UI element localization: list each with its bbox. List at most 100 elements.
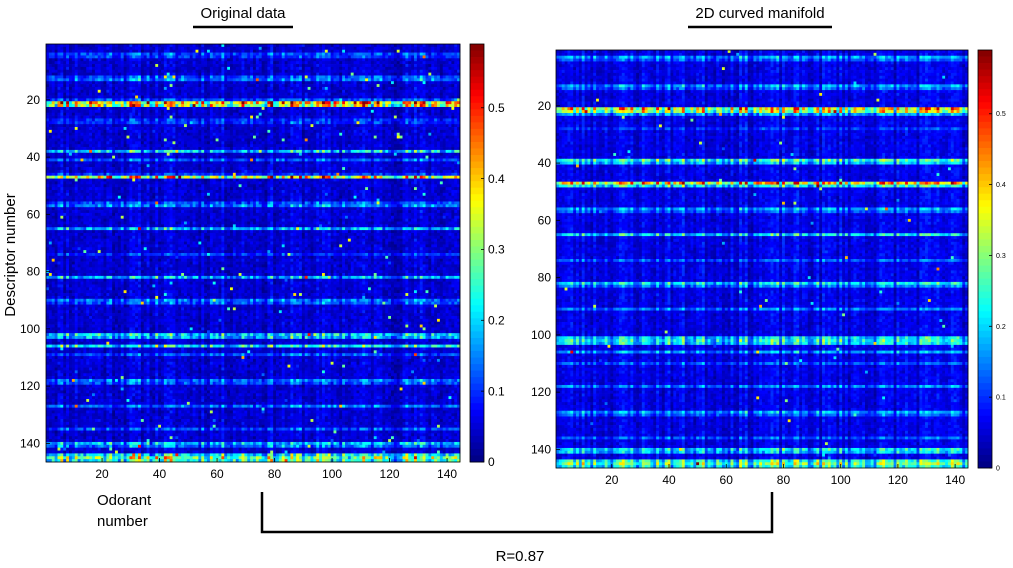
- heatmap-cell: [451, 47, 454, 50]
- heatmap-cell: [230, 58, 233, 61]
- heatmap-cell: [308, 55, 311, 58]
- heatmap-cell: [58, 58, 61, 61]
- heatmap-cell: [115, 47, 118, 50]
- heatmap-cell: [167, 55, 170, 58]
- heatmap-cell: [440, 50, 443, 53]
- heatmap-cell: [244, 44, 247, 47]
- heatmap-cell: [325, 50, 328, 53]
- heatmap-cell: [440, 47, 443, 50]
- heatmap-cell: [224, 53, 227, 56]
- heatmap-cell: [285, 58, 288, 61]
- heatmap-cell: [371, 61, 374, 64]
- heatmap-cell: [411, 44, 414, 47]
- heatmap-cell: [147, 58, 150, 61]
- heatmap-cell: [354, 55, 357, 58]
- heatmap-cell: [175, 53, 178, 56]
- heatmap-cell: [112, 55, 115, 58]
- heatmap-cell: [164, 50, 167, 53]
- heatmap-cell: [55, 55, 58, 58]
- heatmap-cell: [121, 61, 124, 64]
- heatmap-cell: [322, 58, 325, 61]
- heatmap-cell: [334, 61, 337, 64]
- heatmap-cell: [104, 50, 107, 53]
- heatmap-cell: [75, 53, 78, 56]
- heatmap-cell: [449, 44, 452, 47]
- heatmap-cell: [374, 61, 377, 64]
- heatmap-cell: [95, 47, 98, 50]
- heatmap-cell: [138, 53, 141, 56]
- heatmap-cell: [75, 55, 78, 58]
- heatmap-cell: [173, 44, 176, 47]
- heatmap-cell: [431, 55, 434, 58]
- heatmap-cell: [362, 53, 365, 56]
- heatmap-cell: [213, 55, 216, 58]
- heatmap-cell: [437, 55, 440, 58]
- heatmap-cell: [357, 61, 360, 64]
- heatmap-cell: [201, 44, 204, 47]
- heatmap-cell: [331, 44, 334, 47]
- heatmap-cell: [397, 53, 400, 56]
- heatmap-cell: [121, 47, 124, 50]
- heatmap-cell: [75, 44, 78, 47]
- heatmap-cell: [72, 50, 75, 53]
- heatmap-cell: [132, 55, 135, 58]
- heatmap-cell: [411, 50, 414, 53]
- heatmap-cell: [52, 53, 55, 56]
- heatmap-cell: [374, 55, 377, 58]
- heatmap-cell: [354, 47, 357, 50]
- heatmap-cell: [345, 47, 348, 50]
- heatmap-cell: [331, 61, 334, 64]
- heatmap-cell: [83, 50, 86, 53]
- heatmap-cell: [92, 55, 95, 58]
- heatmap-cell: [58, 50, 61, 53]
- heatmap-cell: [259, 53, 262, 56]
- heatmap-cell: [236, 47, 239, 50]
- heatmap-cell: [302, 58, 305, 61]
- heatmap-cell: [187, 50, 190, 53]
- heatmap-cell: [423, 55, 426, 58]
- heatmap-cell: [46, 61, 49, 64]
- heatmap-cell: [371, 55, 374, 58]
- heatmap-cell: [63, 58, 66, 61]
- heatmap-cell: [385, 44, 388, 47]
- heatmap-cell: [279, 53, 282, 56]
- heatmap-cell: [75, 58, 78, 61]
- heatmap-cell: [305, 58, 308, 61]
- heatmap-cell: [282, 53, 285, 56]
- heatmap-cell: [204, 50, 207, 53]
- heatmap-cell: [434, 53, 437, 56]
- heatmap-cell: [279, 61, 282, 64]
- heatmap-cell: [348, 61, 351, 64]
- heatmap-cell: [141, 55, 144, 58]
- heatmap-cell: [178, 53, 181, 56]
- heatmap-cell: [342, 47, 345, 50]
- heatmap-cell: [98, 58, 101, 61]
- heatmap-cell: [135, 58, 138, 61]
- heatmap-cell: [279, 44, 282, 47]
- heatmap-cell: [221, 55, 224, 58]
- heatmap-cell: [417, 53, 420, 56]
- heatmap-cell: [434, 58, 437, 61]
- heatmap-cell: [382, 58, 385, 61]
- heatmap-cell: [198, 44, 201, 47]
- heatmap-cell: [152, 61, 155, 64]
- heatmap-cell: [167, 58, 170, 61]
- heatmap-cell: [216, 47, 219, 50]
- heatmap-cell: [106, 58, 109, 61]
- heatmap-cell: [449, 58, 452, 61]
- heatmap-cell: [359, 47, 362, 50]
- heatmap-cell: [311, 47, 314, 50]
- heatmap-cell: [86, 55, 89, 58]
- heatmap-cell: [454, 47, 457, 50]
- heatmap-cell: [109, 58, 112, 61]
- heatmap-cell: [365, 47, 368, 50]
- heatmap-cell: [158, 58, 161, 61]
- heatmap-cell: [253, 53, 256, 56]
- heatmap-cell: [316, 53, 319, 56]
- heatmap-cell: [403, 44, 406, 47]
- heatmap-cell: [89, 61, 92, 64]
- heatmap-cell: [224, 58, 227, 61]
- heatmap-cell: [175, 44, 178, 47]
- heatmap-cell: [262, 58, 265, 61]
- heatmap-cell: [230, 50, 233, 53]
